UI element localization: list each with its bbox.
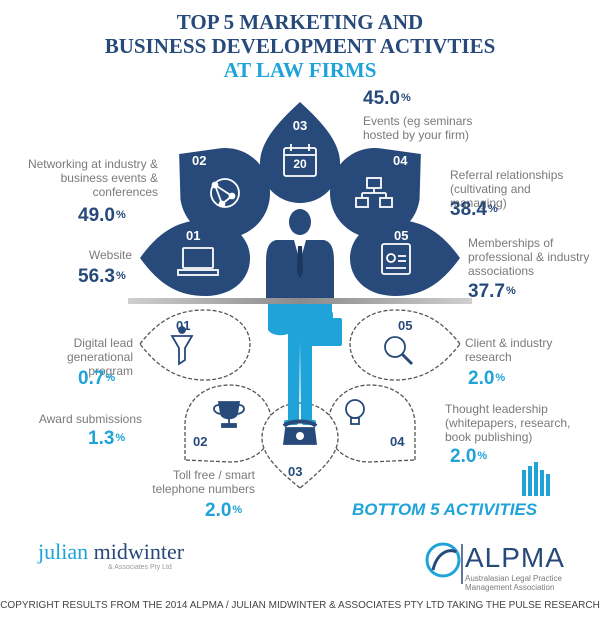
bottom-leaf-03 — [261, 402, 339, 489]
alpma-logo-icon — [425, 542, 463, 584]
title-line-3: AT LAW FIRMS — [223, 58, 377, 82]
top-leaf-01 — [140, 220, 250, 296]
top-02-number: 02 — [192, 153, 207, 168]
bottom-04-label: Thought leadership (whitepapers, researc… — [445, 402, 571, 444]
top-03-number: 03 — [292, 118, 308, 133]
lightbulb-icon — [345, 399, 365, 425]
top-02-label: Networking at industry & business events… — [27, 157, 158, 199]
top-leaf-03 — [260, 102, 340, 203]
logo-name-b: midwinter — [93, 539, 185, 564]
top-01-value: 56.3% — [78, 266, 126, 287]
bottom-leaf-04 — [327, 384, 416, 463]
bottom-03-number: 03 — [288, 464, 303, 479]
alpma-logo-text: ALPMA — [465, 542, 565, 573]
bottom-02-value: 1.3% — [88, 428, 126, 449]
alpma-logo-subtext: Australasian Legal Practice Management A… — [465, 574, 562, 592]
julian-midwinter-logo: julian midwinter & Associates Pty Ltd — [38, 539, 185, 572]
top-03-value: 45.0% — [363, 88, 411, 109]
bottom-leaf-01 — [139, 309, 251, 381]
bars-icon — [522, 462, 550, 496]
calendar-day-text: 20 — [293, 157, 307, 171]
top-04-label: Referral relationships (cultivating and … — [450, 168, 564, 210]
bottom-01-number: 01 — [176, 318, 191, 333]
top-01-number: 01 — [186, 228, 201, 243]
bottom-02-label: Award submissions — [38, 412, 142, 426]
telephone-icon — [282, 419, 318, 445]
top-03-label: Events (eg seminars hosted by your firm) — [363, 114, 473, 142]
bottom-05-label: Client & industry research — [465, 336, 553, 364]
bottom-02-number: 02 — [193, 434, 208, 449]
top-01-label: Website — [88, 248, 132, 262]
top-05-number: 05 — [394, 228, 409, 243]
top-leaf-02 — [179, 148, 270, 238]
logo-name-a: julian — [38, 539, 89, 564]
businessman-figure — [266, 209, 342, 425]
bottom-01-label: Digital lead generational program — [66, 336, 133, 378]
bottom-05-number: 05 — [398, 318, 413, 333]
top-05-label: Memberships of professional & industry a… — [468, 236, 590, 278]
top-leaf-05 — [350, 220, 460, 296]
globe-network-icon — [210, 178, 240, 208]
id-badge-icon — [381, 243, 411, 275]
bottom-05-value: 2.0% — [468, 368, 506, 389]
copyright-footer: COPYRIGHT RESULTS FROM THE 2014 ALPMA / … — [0, 600, 600, 611]
top-05-value: 37.7% — [468, 281, 516, 302]
org-chart-icon — [355, 177, 393, 208]
title-line-2: BUSINESS DEVELOPMENT ACTIVTIES — [104, 34, 496, 58]
bottom-01-value: 0.7% — [78, 368, 116, 389]
horizon-divider — [128, 298, 472, 304]
title-line-1: TOP 5 MARKETING AND — [176, 10, 424, 34]
bottom-04-number: 04 — [390, 434, 405, 449]
computer-icon — [177, 247, 219, 276]
funnel-person-icon — [170, 326, 194, 366]
top-04-number: 04 — [393, 153, 408, 168]
bottom-5-heading: BOTTOM 5 ACTIVITIES — [352, 500, 538, 519]
magnifier-icon — [384, 336, 414, 366]
trophy-icon — [213, 401, 245, 428]
top-04-value: 38.4% — [450, 199, 498, 220]
bottom-04-value: 2.0% — [450, 446, 488, 467]
logo-sub: & Associates Pty Ltd — [108, 564, 172, 571]
bottom-03-label: Toll free / smart telephone numbers — [152, 468, 255, 496]
bottom-03-value: 2.0% — [205, 500, 243, 521]
calendar-icon — [283, 144, 317, 177]
top-02-value: 49.0% — [78, 205, 126, 226]
